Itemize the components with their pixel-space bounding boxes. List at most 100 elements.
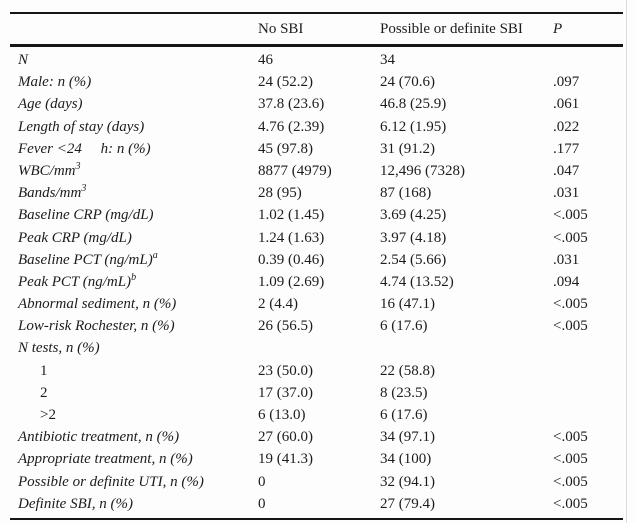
row-label-text: Length of stay (days) [18,118,145,135]
sbi-value: 46.8 (25.9) [380,96,447,113]
no-sbi-value: 28 (95) [258,185,302,202]
row-label: WBC/mm3 [18,160,258,182]
row-label: Possible or definite UTI, n (%) [18,471,258,493]
row-label-text: 1 [40,362,48,379]
sbi-value [380,337,553,359]
table-header-row: No SBI Possible or definite SBI P [18,14,623,44]
no-sbi-value: 27 (60.0) [258,429,313,446]
sbi-value: 22 (58.8) [380,362,435,379]
p-value: <.005 [553,473,588,490]
row-label: Peak CRP (mg/dL) [18,227,258,249]
table-row: Fever <24 h: n (%) 45 (97.8) 31 (91.2) .… [18,138,623,160]
row-label: Low-risk Rochester, n (%) [18,315,258,337]
table-row: Low-risk Rochester, n (%) 26 (56.5) 6 (1… [18,315,623,337]
row-label-text: Male: n (%) [18,74,92,91]
table-row: Definite SBI, n (%) 0 27 (79.4) <.005 [18,493,623,515]
sbi-value: 4.74 (13.52) [380,273,454,290]
no-sbi-value: 0 [258,473,266,490]
sbi-value: 27 (79.4) [380,495,435,512]
row-label-text: 2 [40,384,48,401]
sbi-value: 32 (94.1) [380,473,435,490]
table-row: Bands/mm3 28 (95) 87 (168) .031 [18,182,623,204]
no-sbi-value: 17 (37.0) [258,384,313,401]
table-row: Abnormal sediment, n (%) 2 (4.4) 16 (47.… [18,293,623,315]
table-row: Antibiotic treatment, n (%) 27 (60.0) 34… [18,426,623,448]
p-value: .031 [553,251,580,268]
table-row: Baseline CRP (mg/dL) 1.02 (1.45) 3.69 (4… [18,204,623,226]
row-label-text: Antibiotic treatment, n (%) [18,429,180,446]
table-row: Baseline PCT (ng/mL)a 0.39 (0.46) 2.54 (… [18,249,623,271]
row-label-superscript: 3 [81,183,87,195]
sbi-value: 24 (70.6) [380,74,435,91]
sbi-value: 3.69 (4.25) [380,207,447,224]
sbi-value: 12,496 (7328) [380,162,465,179]
no-sbi-value: 1.24 (1.63) [258,229,325,246]
no-sbi-value: 19 (41.3) [258,451,313,468]
p-value: .031 [553,185,580,202]
table-row: Age (days) 37.8 (23.6) 46.8 (25.9) .061 [18,93,623,115]
table-row: 1 23 (50.0) 22 (58.8) [18,360,623,382]
row-label-text: Appropriate treatment, n (%) [18,451,193,468]
table-row: Peak CRP (mg/dL) 1.24 (1.63) 3.97 (4.18)… [18,227,623,249]
p-value: <.005 [553,429,588,446]
table-row: Possible or definite UTI, n (%) 0 32 (94… [18,471,623,493]
row-label: Definite SBI, n (%) [18,493,258,515]
row-label-superscript: 3 [75,160,81,172]
no-sbi-value: 45 (97.8) [258,140,313,157]
sbi-value: 87 (168) [380,185,432,202]
row-label: Appropriate treatment, n (%) [18,448,258,470]
p-value [553,404,623,426]
header-sbi-column: Possible or definite SBI [380,20,523,37]
p-value [553,360,623,382]
table-row: N 46 34 [18,49,623,71]
row-label: 2 [18,382,258,404]
sbi-value: 34 (100) [380,451,432,468]
row-label-text: Peak PCT (ng/mL) [18,273,132,290]
p-value [553,49,623,71]
no-sbi-value: 8877 (4979) [258,162,332,179]
sbi-value: 6 (17.6) [380,318,428,335]
p-value: <.005 [553,318,588,335]
p-value [553,337,623,359]
row-label: Fever <24 h: n (%) [18,138,258,160]
p-value: .094 [553,273,580,290]
p-value: .061 [553,96,580,113]
sbi-value: 6 (17.6) [380,407,428,423]
no-sbi-value: 26 (56.5) [258,318,313,335]
row-label-text: Abnormal sediment, n (%) [18,296,177,313]
no-sbi-value: 0 [258,495,266,512]
no-sbi-value: 24 (52.2) [258,74,313,91]
row-label: Baseline PCT (ng/mL)a [18,249,258,271]
p-value: <.005 [553,451,588,468]
sbi-value: 31 (91.2) [380,140,435,157]
sbi-value: 34 [380,52,395,68]
sbi-value: 6.12 (1.95) [380,118,447,135]
no-sbi-value: 37.8 (23.6) [258,96,325,113]
p-value: .047 [553,162,580,179]
row-label: Male: n (%) [18,71,258,93]
row-label-text: Possible or definite UTI, n (%) [18,473,204,490]
no-sbi-value: 2 (4.4) [258,296,298,313]
row-label: Antibiotic treatment, n (%) [18,426,258,448]
row-label-text: Age (days) [18,96,83,113]
table-body: N 46 34 Male: n (%) 24 (52.2) 24 (70.6) … [10,47,623,520]
no-sbi-value [258,337,380,359]
row-label-text: N [18,52,29,68]
table-row: Appropriate treatment, n (%) 19 (41.3) 3… [18,448,623,470]
row-label-text: N tests, n (%) [18,340,100,357]
row-label-text: Low-risk Rochester, n (%) [18,318,175,335]
row-label: N [18,49,258,71]
sbi-value: 8 (23.5) [380,384,428,401]
no-sbi-value: 1.09 (2.69) [258,273,325,290]
row-label: Bands/mm3 [18,182,258,204]
sbi-value: 16 (47.1) [380,296,435,313]
table-row: >2 6 (13.0) 6 (17.6) [18,404,623,426]
no-sbi-value: 4.76 (2.39) [258,118,325,135]
row-label-text: Peak CRP (mg/dL) [18,229,132,246]
sbi-value: 34 (97.1) [380,429,435,446]
no-sbi-value: 1.02 (1.45) [258,207,325,224]
table-row: Peak PCT (ng/mL)b 1.09 (2.69) 4.74 (13.5… [18,271,623,293]
row-label: Abnormal sediment, n (%) [18,293,258,315]
no-sbi-value: 6 (13.0) [258,407,306,423]
